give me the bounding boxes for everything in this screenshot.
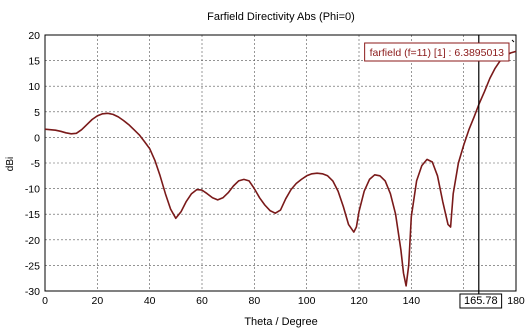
chart-title: Farfield Directivity Abs (Phi=0) [207,11,355,23]
axis-end-mark [511,39,515,43]
y-axis-ticks: -30 -25 -20 -15 -10 -5 0 5 10 15 20 [25,30,40,298]
x-axis-label: Theta / Degree [244,316,317,328]
series-line [44,50,517,287]
x-tick-label: 0 [42,295,48,307]
y-tick-label: -15 [25,209,40,221]
grid [44,34,517,292]
x-axis-ticks: 0204060801001201401180 [42,295,525,307]
y-tick-label: 0 [34,132,40,144]
plot-frame [44,34,517,292]
y-axis-label: dBi [5,157,16,171]
x-tick-label: 120 [350,295,368,307]
series-layer [44,50,517,287]
y-tick-label: 15 [28,56,40,68]
y-tick-label: 20 [28,30,40,42]
x-tick-label: 40 [144,295,156,307]
y-tick-label: -5 [31,158,40,170]
y-tick-label: -25 [25,260,40,272]
x-tick-label: 20 [91,295,103,307]
x-tick-label: 80 [248,295,260,307]
legend-entry: farfield (f=11) [1] : 6.3895013 [370,47,505,59]
x-tick-label: 180 [507,295,525,307]
y-tick-label: 5 [34,107,40,119]
y-tick-label: -10 [25,184,40,196]
y-tick-label: -20 [25,235,40,247]
y-tick-label: 10 [28,81,40,93]
x-tick-label: 140 [403,295,421,307]
marker-label: 165.78 [459,293,503,309]
marker-label-text: 165.78 [464,295,498,307]
x-tick-label: 60 [196,295,208,307]
legend: farfield (f=11) [1] : 6.3895013 [364,42,510,62]
x-tick-label: 100 [298,295,316,307]
y-tick-label: -30 [25,286,40,298]
